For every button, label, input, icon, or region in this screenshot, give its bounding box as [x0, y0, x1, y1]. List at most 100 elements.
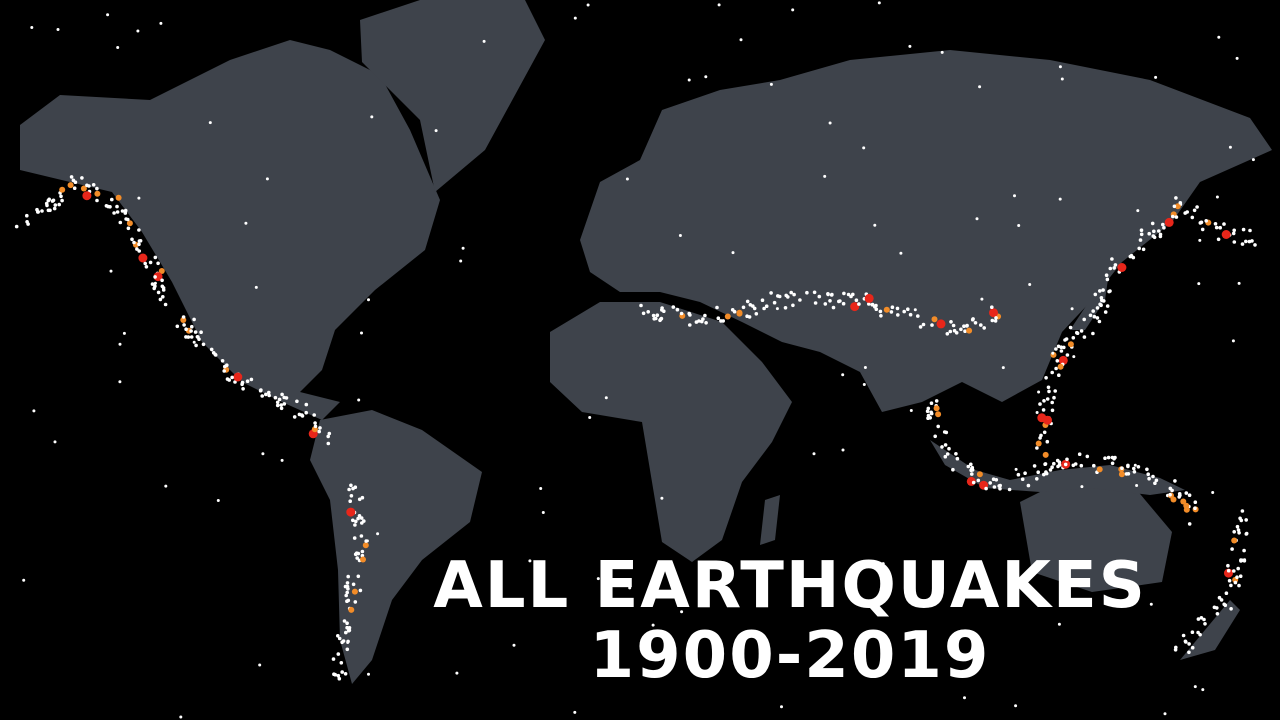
quake-dot [641, 311, 646, 316]
quake-dot [697, 319, 701, 323]
quake-dot [130, 237, 134, 242]
quake-dot [160, 278, 164, 283]
quake-dot [356, 551, 361, 556]
quake-dot [1174, 203, 1181, 210]
quake-dot [1060, 77, 1064, 81]
quake-dot [930, 323, 934, 327]
quake-dot [1168, 492, 1172, 497]
quake-dot [791, 8, 795, 12]
quake-dot [754, 312, 759, 316]
quake-dot [1050, 370, 1054, 375]
quake-dot [1217, 35, 1221, 39]
quake-dot [1095, 306, 1100, 310]
quake-dot [358, 588, 363, 593]
quake-dot [1110, 461, 1115, 466]
quake-dot [1172, 204, 1177, 209]
quake-dot [1236, 528, 1241, 532]
quake-dot [182, 323, 186, 327]
quake-dot [867, 302, 871, 306]
quake-dot [628, 586, 632, 590]
quake-dot [184, 327, 188, 332]
quake-dot [1071, 336, 1076, 340]
quake-dot [337, 636, 342, 641]
quake-dot [1053, 389, 1057, 393]
quake-dot [828, 121, 832, 125]
caption-line-2: 1900-2019 [590, 619, 991, 693]
quake-dot [345, 647, 350, 652]
quake-dot [745, 299, 750, 304]
africa [550, 302, 792, 562]
quake-dot [1026, 483, 1031, 488]
quake-dot [137, 239, 142, 243]
quake-dot [1105, 277, 1110, 282]
quake-dot [1059, 345, 1063, 350]
quake-dot [929, 410, 933, 415]
quake-dot [948, 329, 953, 334]
quake-dot [671, 305, 676, 309]
quake-dot [1201, 688, 1205, 692]
quake-dot [701, 317, 705, 321]
quake-dot [1120, 466, 1124, 471]
quake-dot [161, 286, 166, 290]
quake-dot [1038, 402, 1042, 406]
quake-dot [351, 582, 356, 587]
quake-dot [969, 468, 973, 473]
quake-dot [963, 329, 967, 334]
quake-dot [351, 588, 358, 595]
quake-dot [978, 85, 982, 89]
quake-dot [1058, 65, 1062, 69]
quake-dot [304, 410, 309, 415]
quake-dot [1204, 219, 1208, 223]
quake-dot [1085, 454, 1090, 459]
quake-dot [144, 265, 149, 269]
quake-dot [220, 359, 225, 363]
quake-dot [719, 319, 723, 323]
quake-dot [1240, 509, 1245, 513]
quake-dot [998, 486, 1002, 491]
quake-dot [1126, 463, 1130, 468]
quake-dot [646, 310, 650, 314]
quake-dot [976, 478, 981, 483]
quake-dot [153, 281, 157, 285]
quake-dot [1174, 645, 1178, 650]
quake-dot [115, 204, 119, 209]
quake-dot [1065, 353, 1070, 357]
quake-dot [896, 313, 900, 317]
quake-dot [936, 319, 946, 329]
quake-dot [838, 299, 842, 303]
quake-dot [717, 3, 721, 7]
quake-dot [1153, 481, 1157, 486]
quake-dot [1240, 242, 1245, 246]
quake-dot [1253, 243, 1257, 247]
australia [1020, 472, 1172, 592]
quake-dot [244, 221, 248, 225]
quake-dot [295, 399, 299, 404]
greenland [360, 0, 545, 192]
quake-dot [934, 399, 939, 403]
quake-dot [1045, 397, 1050, 401]
quake-dot [1072, 355, 1076, 359]
quake-dot [181, 315, 186, 319]
quake-dot [680, 610, 684, 614]
quake-dot [1193, 506, 1197, 511]
quake-dot [1163, 712, 1167, 716]
quake-dot [1055, 359, 1060, 363]
quake-dot [909, 409, 913, 412]
quake-dot [1048, 468, 1053, 472]
quake-dot [588, 416, 592, 419]
quake-dot [347, 487, 351, 492]
quake-dot [1190, 645, 1195, 650]
quake-dot [862, 146, 866, 150]
quake-dot [812, 290, 817, 295]
quake-dot [459, 259, 463, 263]
quake-dot [959, 327, 963, 332]
quake-dot [249, 377, 254, 382]
quake-dot [1050, 400, 1054, 405]
quake-dot [1016, 472, 1021, 477]
quake-dot [367, 298, 370, 302]
quake-dot [1232, 228, 1236, 233]
quake-dot [342, 619, 347, 623]
quake-dot [279, 406, 284, 411]
quake-dot [326, 434, 331, 439]
